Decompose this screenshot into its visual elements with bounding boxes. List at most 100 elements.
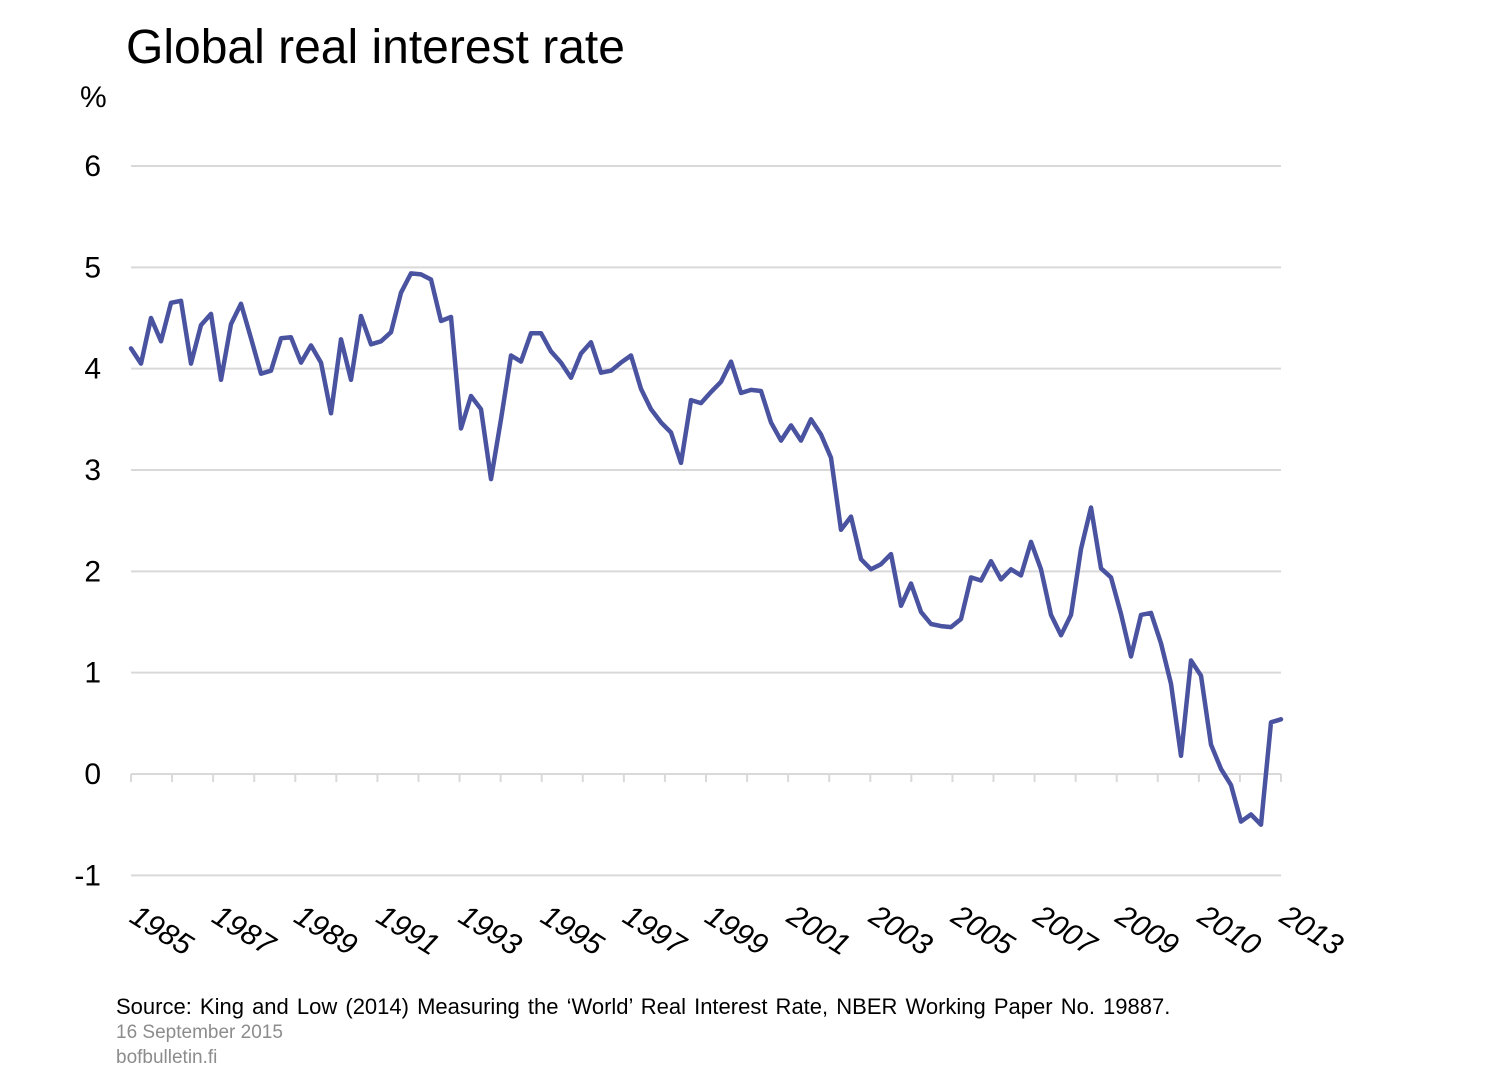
x-tick-label: 2013 xyxy=(1273,898,1348,962)
data-point xyxy=(1230,784,1232,786)
x-tick-label: 2003 xyxy=(863,898,938,962)
data-point xyxy=(550,350,552,353)
data-point xyxy=(770,421,772,424)
data-point xyxy=(320,361,322,364)
chart-title: Global real interest rate xyxy=(126,21,625,74)
data-point xyxy=(1270,721,1272,724)
series-line xyxy=(128,271,1284,827)
data-point xyxy=(830,457,832,459)
data-point xyxy=(1070,614,1072,616)
y-tick-label: 4 xyxy=(84,353,101,386)
data-point xyxy=(1000,578,1002,581)
data-point xyxy=(570,377,572,379)
data-point xyxy=(200,324,202,326)
data-point xyxy=(230,323,232,325)
data-point xyxy=(860,558,862,560)
data-point xyxy=(1060,634,1062,636)
data-point xyxy=(780,439,782,442)
data-point xyxy=(650,408,652,411)
data-point xyxy=(290,336,292,339)
data-point xyxy=(1040,568,1042,571)
data-point xyxy=(450,316,452,318)
data-point xyxy=(930,623,932,625)
x-tick-label: 1997 xyxy=(617,899,692,963)
data-point xyxy=(1090,506,1092,509)
data-point xyxy=(390,331,392,334)
data-point xyxy=(1080,548,1082,550)
data-point xyxy=(1160,642,1162,645)
data-point xyxy=(1240,820,1242,823)
data-point xyxy=(750,389,752,391)
data-point xyxy=(470,395,472,397)
data-point xyxy=(720,381,722,383)
data-point xyxy=(1050,614,1052,616)
data-point xyxy=(400,291,402,294)
x-tick-label: 1991 xyxy=(371,899,445,962)
x-tick-label: 1985 xyxy=(124,899,198,963)
data-point xyxy=(480,408,482,411)
data-point xyxy=(900,605,902,607)
data-point xyxy=(640,388,642,390)
data-point xyxy=(1030,541,1032,543)
data-point xyxy=(1120,613,1122,615)
data-point xyxy=(1110,576,1112,579)
data-point xyxy=(280,337,282,340)
y-tick-label: 6 xyxy=(84,150,101,183)
data-point xyxy=(980,579,982,582)
data-point xyxy=(1260,823,1262,826)
data-point xyxy=(1150,612,1152,614)
data-point xyxy=(1170,683,1172,685)
data-point xyxy=(1210,743,1212,746)
data-point xyxy=(1220,768,1222,770)
data-point xyxy=(500,418,502,421)
data-point xyxy=(880,563,882,565)
x-tick-label: 2007 xyxy=(1027,898,1103,963)
data-point xyxy=(620,361,622,364)
publication-date: 16 September 2015 xyxy=(116,1022,283,1043)
data-point xyxy=(130,347,132,350)
data-point xyxy=(260,372,262,375)
data-point xyxy=(970,576,972,579)
x-axis xyxy=(130,773,1282,782)
data-point xyxy=(590,341,592,344)
data-point xyxy=(300,361,302,364)
data-point xyxy=(700,402,702,404)
data-point xyxy=(240,303,242,305)
x-tick-label: 2001 xyxy=(781,898,856,962)
x-tick-label: 2010 xyxy=(1191,898,1266,962)
data-point xyxy=(740,392,742,394)
y-tick-label: 0 xyxy=(84,758,101,791)
data-point xyxy=(160,340,162,343)
data-point xyxy=(850,515,852,518)
data-point xyxy=(890,553,892,555)
y-tick-label: 3 xyxy=(84,454,101,487)
data-point xyxy=(440,320,442,322)
data-point xyxy=(840,529,842,531)
data-point xyxy=(810,418,812,421)
data-point xyxy=(510,354,512,357)
data-point xyxy=(430,278,432,281)
data-point xyxy=(210,313,212,315)
data-point xyxy=(710,391,712,393)
data-point xyxy=(460,427,462,430)
data-point xyxy=(990,560,992,562)
x-tick-labels: 1985 1987 1989 1991 1993 1995 1997 1999 2001 2003… xyxy=(124,898,1348,963)
data-point xyxy=(670,431,672,434)
data-point xyxy=(420,273,422,276)
data-point xyxy=(330,412,332,415)
data-point xyxy=(370,343,372,346)
data-point xyxy=(730,360,732,363)
data-point xyxy=(790,424,792,427)
y-tick-labels: -1 0 1 2 3 4 5 6 xyxy=(74,150,101,892)
data-point xyxy=(1010,568,1012,571)
data-point xyxy=(220,379,222,381)
data-point xyxy=(540,332,542,335)
data-point xyxy=(1140,614,1142,616)
data-point xyxy=(350,379,352,381)
data-point xyxy=(270,369,272,372)
x-tick-label: 1995 xyxy=(535,899,609,963)
x-tick-label: 1989 xyxy=(289,899,363,963)
y-tick-label: 1 xyxy=(84,657,101,690)
data-point xyxy=(800,439,802,442)
y-axis-unit-label: % xyxy=(80,81,107,114)
